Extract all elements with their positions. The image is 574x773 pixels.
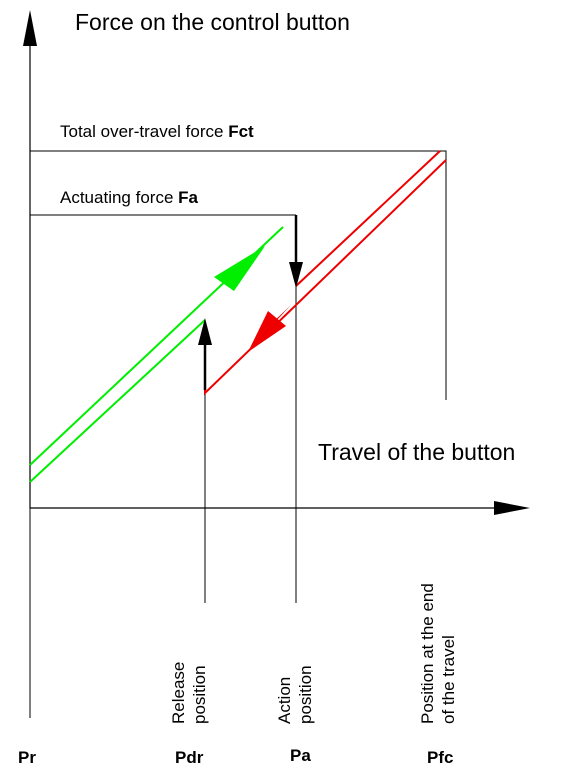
- rest-position-code: Pr: [18, 748, 36, 767]
- y-axis-title: Force on the control button: [75, 9, 350, 35]
- end-position-code: Pfc: [427, 748, 453, 767]
- over-travel-force-symbol: Fct: [228, 122, 254, 141]
- x-axis-arrowhead: [494, 501, 530, 515]
- release-direction-arrowhead-fill: [248, 311, 286, 352]
- actuating-force-label: Actuating force Fa: [60, 188, 199, 207]
- action-position-label: Action position: [275, 665, 315, 724]
- end-position-line2: of the travel: [439, 635, 458, 724]
- release-curve-lower: [204, 159, 447, 396]
- y-axis-arrowhead: [23, 10, 37, 46]
- action-position-code: Pa: [290, 746, 311, 765]
- press-direction-arrowhead: [214, 246, 265, 291]
- release-rise-arrowhead: [198, 318, 212, 345]
- x-axis-title: Travel of the button: [318, 439, 515, 465]
- release-position-code: Pdr: [175, 748, 204, 767]
- release-position-line2: position: [190, 665, 209, 724]
- release-position-line1: Release: [169, 662, 188, 724]
- release-curve-upper: [295, 150, 441, 287]
- actuating-force-symbol: Fa: [178, 188, 198, 207]
- action-drop-arrowhead: [289, 262, 303, 288]
- release-position-label: Release position: [169, 662, 209, 724]
- end-position-line1: Position at the end: [418, 583, 437, 724]
- over-travel-force-level: [30, 150, 447, 400]
- action-position-line2: position: [296, 665, 315, 724]
- press-curve-lower: [29, 319, 206, 483]
- over-travel-force-label: Total over-travel force Fct: [60, 122, 254, 141]
- end-position-label: Position at the end of the travel: [418, 583, 458, 724]
- action-position-line1: Action: [275, 677, 294, 724]
